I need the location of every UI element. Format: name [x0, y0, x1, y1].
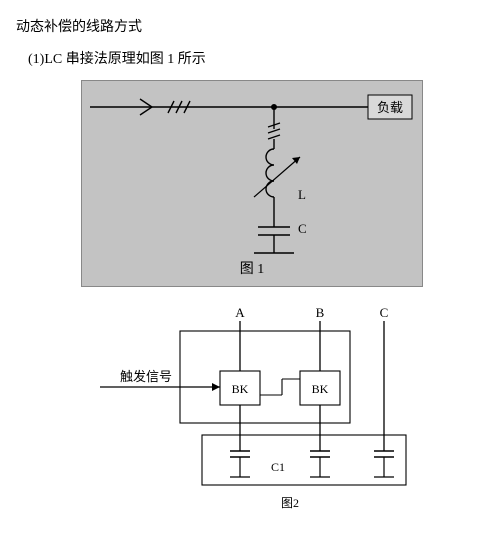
phase-c-label: C [379, 305, 388, 320]
variable-arrow-line [254, 157, 300, 197]
cap-bank-label: C1 [270, 460, 284, 474]
bk-label-1: BK [231, 382, 248, 396]
figure2-group: A B C 触发信号 BK BK C1 [100, 305, 406, 485]
figure1-caption: 图 1 [239, 262, 264, 277]
page-title: 动态补偿的线路方式 [16, 16, 487, 36]
vslash-3 [268, 135, 280, 139]
inductor-coil [266, 149, 274, 197]
figure2-svg: A B C 触发信号 BK BK C1 [72, 303, 432, 513]
vslash-2 [268, 129, 280, 133]
phase-b-label: B [315, 305, 324, 320]
load-label: 负载 [376, 100, 402, 115]
trigger-arrowhead [212, 383, 220, 391]
figure1-canvas: 负载 L C 图 1 [81, 80, 423, 287]
bk-label-2: BK [311, 382, 328, 396]
inductor-label: L [298, 187, 306, 202]
figure1-svg: 负载 L C 图 1 [82, 81, 422, 281]
figure2-container: A B C 触发信号 BK BK C1 [16, 303, 487, 518]
figure1-container: 负载 L C 图 1 [16, 80, 487, 287]
phase-a-label: A [235, 305, 245, 320]
page-subtitle: (1)LC 串接法原理如图 1 所示 [16, 48, 487, 68]
capacitor-label: C [298, 221, 307, 236]
trigger-label: 触发信号 [120, 369, 172, 384]
figure2-caption: 图2 [280, 496, 298, 510]
